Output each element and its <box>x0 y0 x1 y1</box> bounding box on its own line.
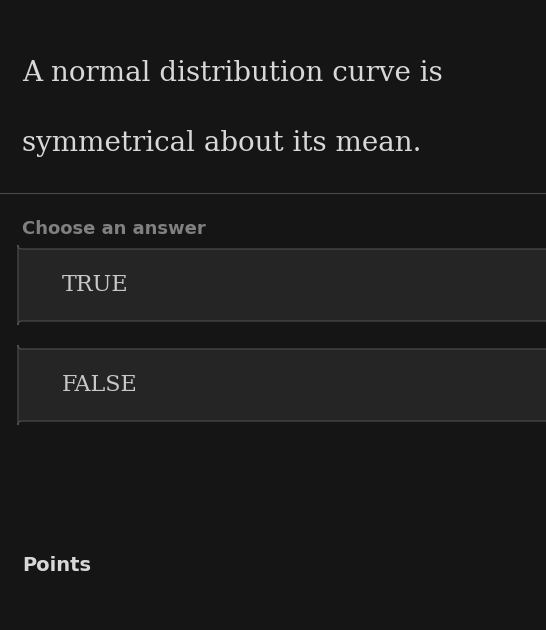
FancyBboxPatch shape <box>18 345 546 425</box>
FancyBboxPatch shape <box>18 245 546 325</box>
Text: FALSE: FALSE <box>62 374 138 396</box>
Text: Choose an answer: Choose an answer <box>22 220 206 238</box>
Text: A normal distribution curve is: A normal distribution curve is <box>22 60 443 87</box>
Text: TRUE: TRUE <box>62 274 129 296</box>
Text: Points: Points <box>22 556 91 575</box>
Text: symmetrical about its mean.: symmetrical about its mean. <box>22 130 422 157</box>
